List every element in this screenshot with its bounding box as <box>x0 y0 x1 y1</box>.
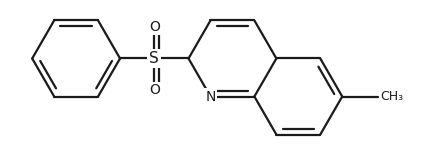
Text: O: O <box>149 83 160 97</box>
Text: S: S <box>149 51 159 66</box>
Text: O: O <box>149 20 160 34</box>
Text: CH₃: CH₃ <box>380 90 404 103</box>
Text: N: N <box>205 90 216 104</box>
